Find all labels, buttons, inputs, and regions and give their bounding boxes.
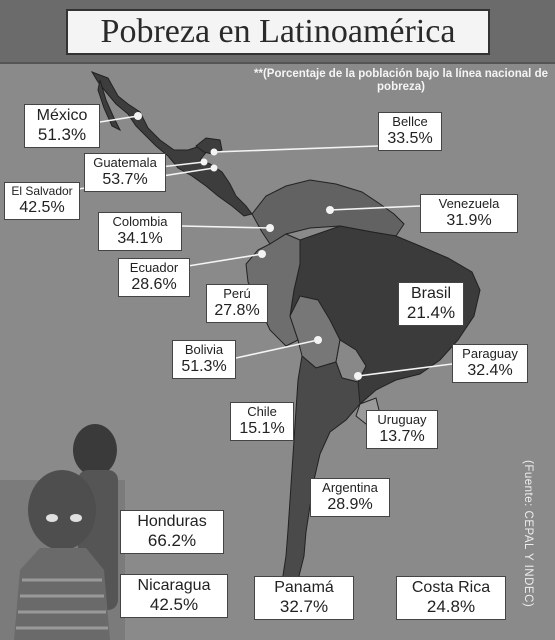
poverty-value: 24.8% — [426, 597, 476, 617]
country-name: Paraguay — [462, 346, 518, 361]
argentina-chile-shape — [281, 355, 361, 598]
poverty-value: 51.3% — [181, 357, 227, 375]
label-el-salvador: El Salvador 42.5% — [4, 182, 80, 221]
mexico-shape — [90, 71, 253, 217]
poverty-value: 28.9% — [327, 495, 373, 513]
poverty-value: 13.7% — [379, 427, 425, 445]
country-name: México — [36, 107, 88, 124]
poverty-value: 42.5% — [19, 198, 65, 216]
poverty-value: 28.6% — [131, 275, 177, 293]
poverty-value: 31.9% — [446, 211, 492, 229]
label-venezuela: Venezuela 31.9% — [420, 194, 518, 234]
poverty-value: 53.7% — [102, 170, 148, 188]
poverty-value: 15.1% — [239, 419, 285, 437]
label-guatemala: Guatemala 53.7% — [84, 153, 166, 193]
label-panama: Panamá 32.7% — [254, 576, 354, 620]
country-name: Argentina — [322, 480, 378, 495]
country-name: Costa Rica — [411, 579, 491, 596]
label-peru: Perú 27.8% — [206, 284, 268, 324]
label-colombia: Colombia 34.1% — [98, 212, 182, 252]
label-paraguay: Paraguay 32.4% — [452, 344, 528, 384]
poverty-value: 66.2% — [147, 531, 197, 551]
label-belice: Bellce 33.5% — [378, 112, 442, 152]
children-photo — [0, 424, 125, 640]
label-nicaragua: Nicaragua 42.5% — [120, 574, 228, 618]
country-name: Uruguay — [377, 412, 427, 427]
country-name: Honduras — [137, 513, 207, 530]
country-name: Brasil — [410, 285, 451, 302]
country-name: Bolivia — [184, 342, 224, 357]
country-name: Ecuador — [129, 260, 179, 275]
poverty-value: 32.4% — [467, 361, 513, 379]
country-name: Perú — [223, 286, 251, 301]
title-bar: Pobreza en Latinoamérica — [0, 0, 555, 64]
poverty-value: 32.7% — [279, 597, 329, 617]
label-ecuador: Ecuador 28.6% — [118, 258, 190, 298]
map-subtitle: **(Porcentaje de la población bajo la lí… — [254, 68, 548, 93]
label-brasil: Brasil 21.4% — [398, 282, 464, 326]
country-name: Nicaragua — [137, 577, 211, 594]
label-bolivia: Bolivia 51.3% — [172, 340, 236, 380]
poverty-value: 21.4% — [406, 303, 456, 323]
label-mexico: México 51.3% — [24, 104, 100, 148]
poverty-value: 27.8% — [214, 301, 260, 319]
source-note: (Fuente: CEPAL Y INDEC) — [522, 460, 534, 608]
map-title: Pobreza en Latinoamérica — [66, 9, 490, 55]
country-name: Panamá — [274, 579, 334, 596]
label-costa-rica: Costa Rica 24.8% — [396, 576, 506, 620]
country-name: El Salvador — [11, 184, 73, 198]
country-name: Chile — [247, 404, 277, 419]
poverty-value: 34.1% — [117, 229, 163, 247]
label-argentina: Argentina 28.9% — [310, 478, 390, 518]
baja-california-shape — [97, 79, 122, 132]
label-honduras: Honduras 66.2% — [120, 510, 224, 554]
poverty-value: 42.5% — [149, 595, 199, 615]
country-name: Colombia — [112, 214, 168, 229]
label-uruguay: Uruguay 13.7% — [366, 410, 438, 450]
poverty-value: 33.5% — [387, 129, 433, 147]
country-name: Venezuela — [438, 196, 500, 211]
country-name: Guatemala — [93, 155, 157, 170]
poverty-value: 51.3% — [37, 125, 87, 145]
country-name: Bellce — [392, 114, 428, 129]
label-chile: Chile 15.1% — [230, 402, 294, 442]
